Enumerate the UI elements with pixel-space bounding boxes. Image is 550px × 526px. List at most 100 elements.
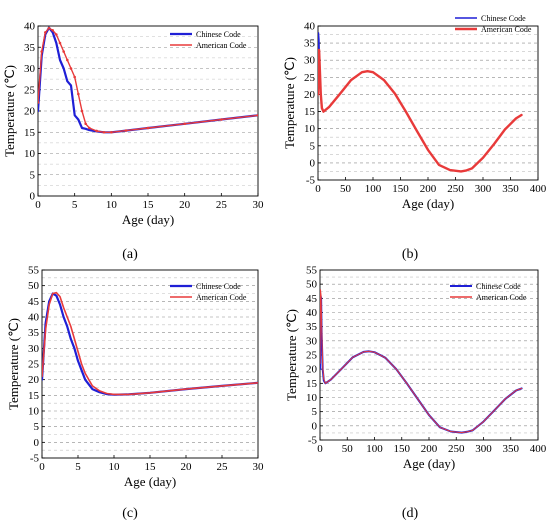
series-point: [66, 58, 69, 62]
series-point: [77, 92, 80, 96]
y-tick-label: 45: [306, 293, 318, 305]
legend-label: American Code: [476, 293, 527, 302]
x-tick-label: 150: [394, 443, 411, 455]
y-tick-label: 20: [304, 89, 316, 101]
y-tick-label: 20: [24, 106, 36, 118]
y-tick-label: 10: [28, 406, 40, 418]
y-tick-label: 40: [306, 307, 318, 319]
x-tick-label: 20: [181, 461, 193, 473]
panel-caption: (b): [402, 247, 419, 262]
y-tick-label: 30: [306, 335, 318, 347]
y-axis-label: Temperature (℃): [2, 65, 17, 157]
y-tick-label: 5: [34, 421, 40, 433]
y-tick-label: 40: [304, 21, 316, 33]
y-tick-label: 30: [28, 343, 40, 355]
y-tick-label: 25: [28, 359, 40, 371]
x-tick-label: 10: [106, 199, 118, 211]
y-axis-label: Temperature (℃): [6, 318, 21, 410]
series-point: [55, 33, 58, 36]
legend-label: Chinese Code: [476, 282, 521, 291]
x-tick-label: 0: [317, 443, 323, 455]
series-line-american-code: [318, 48, 523, 173]
series-point: [58, 41, 62, 45]
series-point: [80, 109, 84, 113]
y-tick-label: 50: [306, 279, 318, 291]
x-tick-label: 50: [340, 183, 352, 195]
x-tick-label: 250: [447, 183, 464, 195]
series-point: [84, 122, 87, 126]
x-tick-label: 400: [530, 443, 547, 455]
series-point: [183, 122, 186, 126]
y-axis-label: Temperature (℃): [284, 309, 299, 401]
x-tick-label: 0: [315, 183, 321, 195]
x-tick-label: 150: [392, 183, 409, 195]
series-point: [47, 26, 51, 30]
y-tick-label: 5: [310, 140, 316, 152]
y-tick-label: 10: [306, 392, 318, 404]
y-tick-label: 15: [306, 378, 318, 390]
y-tick-label: 40: [28, 312, 40, 324]
legend: Chinese Code American Code: [170, 30, 247, 50]
y-tick-label: 10: [304, 123, 316, 135]
series-point: [40, 50, 43, 53]
legend-label: American Code: [196, 41, 247, 50]
series-line-american-code: [320, 289, 523, 434]
x-tick-label: 15: [143, 199, 155, 211]
x-tick-label: 100: [366, 443, 383, 455]
y-tick-label: 0: [34, 437, 40, 449]
legend: Chinese Code American Code: [170, 282, 247, 302]
legend: Chinese Code American Code: [450, 282, 527, 302]
y-tick-label: 0: [310, 157, 316, 169]
x-tick-label: 300: [475, 183, 492, 195]
x-tick-label: 20: [179, 199, 191, 211]
x-tick-label: 300: [475, 443, 492, 455]
legend-label: Chinese Code: [196, 282, 241, 291]
y-tick-label: -5: [30, 453, 40, 465]
y-tick-label: 35: [306, 321, 318, 333]
x-tick-label: 30: [253, 461, 265, 473]
x-axis-label: Age (day): [122, 212, 174, 227]
x-tick-label: 10: [109, 461, 121, 473]
x-axis-label: Age (day): [402, 196, 454, 211]
panel-caption: (a): [122, 247, 138, 262]
legend-label: Chinese Code: [481, 14, 526, 23]
legend-label: Chinese Code: [196, 30, 241, 39]
x-tick-label: 15: [145, 461, 157, 473]
x-tick-label: 350: [503, 443, 520, 455]
series-point: [62, 50, 65, 53]
series-point: [146, 126, 150, 130]
x-tick-label: 0: [39, 461, 45, 473]
series-point: [256, 113, 258, 117]
y-tick-label: 5: [312, 406, 318, 418]
y-tick-label: 40: [24, 21, 36, 33]
y-tick-label: 30: [304, 55, 316, 67]
x-tick-label: 250: [448, 443, 465, 455]
legend-label: American Code: [481, 25, 532, 34]
x-tick-label: 350: [502, 183, 519, 195]
x-tick-label: 30: [253, 199, 265, 211]
x-tick-label: 400: [530, 183, 547, 195]
series-point: [44, 31, 47, 34]
chart-panel-0: 0 5 10 15 20 25 30 35 40 0 5 10 15 20 25 30 Age (day) Tem…: [2, 21, 264, 263]
y-tick-label: 55: [306, 265, 318, 277]
y-tick-label: 35: [28, 327, 40, 339]
legend-label: American Code: [196, 293, 247, 302]
series-point: [110, 130, 113, 134]
series-point: [220, 118, 223, 121]
y-tick-label: 10: [24, 148, 36, 160]
y-tick-label: 0: [30, 191, 36, 203]
y-tick-label: 35: [24, 42, 36, 54]
series-line-chinese-code: [320, 294, 523, 434]
series-point: [38, 101, 40, 104]
y-tick-label: 15: [304, 106, 316, 118]
series-point: [73, 75, 76, 79]
x-tick-label: 25: [217, 461, 229, 473]
series-line-american-code: [42, 291, 258, 396]
y-tick-label: 25: [304, 72, 316, 84]
y-tick-label: 25: [306, 350, 318, 362]
legend: Chinese Code American Code: [455, 14, 532, 34]
series-point: [88, 126, 91, 130]
